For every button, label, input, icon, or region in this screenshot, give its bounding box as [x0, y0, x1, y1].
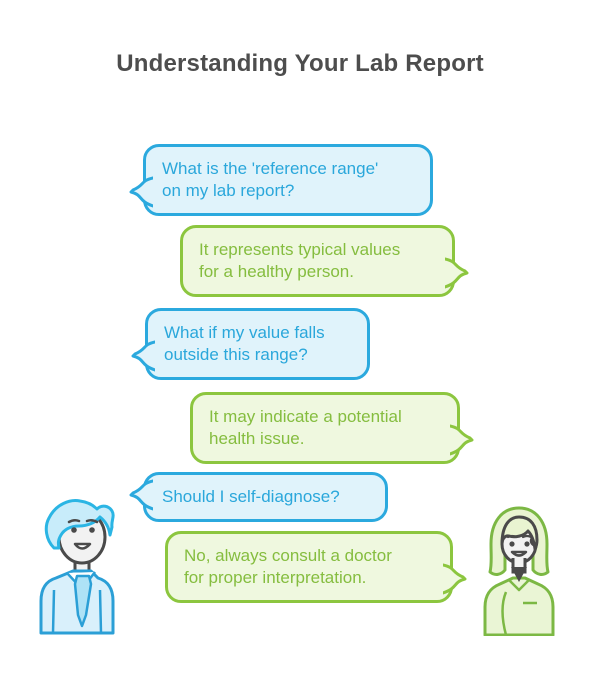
question-bubble-2: What if my value falls outside this rang…	[131, 308, 370, 380]
bubble-tail-left-icon	[129, 479, 153, 511]
answer-bubble-3: No, always consult a doctor for proper i…	[165, 531, 467, 603]
answer-bubble-1: It represents typical values for a healt…	[180, 225, 469, 297]
question-2-text: What if my value falls outside this rang…	[164, 323, 325, 364]
answer-1-text: It represents typical values for a healt…	[199, 240, 401, 281]
woman-avatar	[483, 506, 555, 636]
bubble-tail-left-icon	[129, 176, 153, 208]
answer-2-text: It may indicate a potential health issue…	[209, 407, 402, 448]
page-title: Understanding Your Lab Report	[116, 50, 484, 77]
bubble-tail-right-icon	[443, 563, 467, 595]
answer-bubble-2: It may indicate a potential health issue…	[190, 392, 474, 464]
question-3-text: Should I self-diagnose?	[162, 487, 340, 506]
man-avatar	[39, 499, 115, 635]
bubble-tail-right-icon	[450, 424, 474, 456]
question-1-text: What is the 'reference range' on my lab …	[162, 159, 379, 200]
bubble-tail-left-icon	[131, 340, 155, 372]
bubble-tail-right-icon	[445, 257, 469, 289]
question-bubble-3: Should I self-diagnose?	[129, 472, 388, 522]
question-bubble-1: What is the 'reference range' on my lab …	[129, 144, 433, 216]
answer-3-text: No, always consult a doctor for proper i…	[184, 546, 392, 587]
